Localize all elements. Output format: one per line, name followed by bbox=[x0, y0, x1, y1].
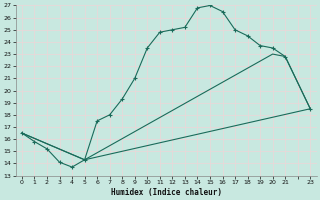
X-axis label: Humidex (Indice chaleur): Humidex (Indice chaleur) bbox=[111, 188, 221, 197]
